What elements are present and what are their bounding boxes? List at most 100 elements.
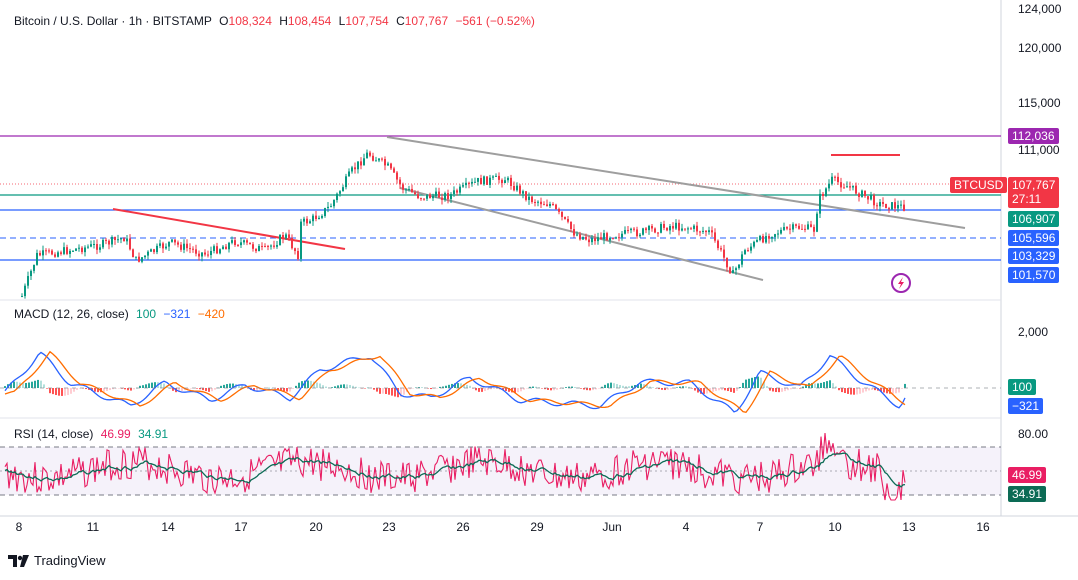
macd-histogram-bar (781, 388, 783, 392)
macd-histogram-bar (187, 388, 189, 390)
candle-body (126, 238, 128, 242)
macd-histogram-bar (43, 384, 45, 388)
candle-body (882, 202, 884, 204)
macd-histogram-bar (97, 388, 99, 393)
candle-body (723, 249, 725, 258)
macd-histogram-bar (385, 388, 387, 395)
candle-body (438, 191, 440, 198)
macd-legend[interactable]: MACD (12, 26, close) 100 −321 −420 (14, 307, 225, 321)
macd-histogram-bar (160, 382, 162, 388)
candle-body (390, 163, 392, 169)
macd-histogram-bar (394, 388, 396, 397)
candle-body (33, 264, 35, 271)
candle-body (855, 185, 857, 194)
macd-histogram-bar (391, 388, 393, 396)
macd-histogram-bar (310, 380, 312, 388)
candle-body (867, 196, 869, 200)
candle-body (840, 182, 842, 188)
candle-body (408, 188, 410, 190)
candle-body (711, 230, 713, 233)
macd-histogram-bar (895, 388, 897, 394)
macd-histogram-bar (634, 385, 636, 388)
time-axis-label: 16 (976, 520, 990, 534)
price-tag-105596: 105,596 (1008, 230, 1060, 246)
candle-body (288, 234, 290, 238)
candle-body (672, 226, 674, 229)
candle-body (801, 228, 803, 230)
candle-body (198, 253, 200, 257)
candle-body (792, 224, 794, 230)
rsi-line (4, 433, 906, 501)
rsi-ma-line (4, 452, 906, 488)
macd-histogram-bar (481, 388, 483, 392)
macd-histogram-bar (493, 388, 495, 389)
macd-signal-line (4, 350, 906, 414)
candle-body (810, 224, 812, 227)
macd-histogram-bar (553, 388, 555, 391)
candle-body (222, 246, 224, 250)
candle-body (726, 257, 728, 268)
candle-body (471, 181, 473, 184)
candle-body (765, 236, 767, 243)
candle-body (180, 244, 182, 250)
macd-histogram-bar (379, 388, 381, 394)
candle-body (432, 196, 434, 199)
macd-histogram-bar (571, 386, 573, 388)
candle-body (795, 224, 797, 226)
macd-histogram-bar (814, 383, 816, 388)
candle-body (678, 222, 680, 231)
macd-histogram-bar (256, 388, 258, 391)
candle-body (639, 234, 641, 237)
candle-body (477, 177, 479, 182)
candle-body (318, 217, 320, 220)
macd-histogram-bar (376, 388, 378, 392)
macd-histogram-bar (802, 386, 804, 388)
macd-histogram-bar (463, 383, 465, 388)
macd-histogram-bar (325, 386, 327, 388)
macd-histogram-bar (484, 388, 486, 392)
macd-histogram-bar (223, 384, 225, 388)
tradingview-brand[interactable]: TradingView (8, 553, 106, 568)
macd-histogram-bar (148, 383, 150, 388)
candle-body (717, 240, 719, 249)
macd-histogram-bar (34, 380, 36, 388)
candle-body (816, 213, 818, 232)
candle-body (309, 221, 311, 224)
macd-histogram-bar (94, 388, 96, 392)
macd-histogram-bar (706, 388, 708, 394)
symbol-title[interactable]: Bitcoin / U.S. Dollar · 1h · BITSTAMP (14, 14, 212, 28)
macd-line-tag: −321 (1008, 398, 1044, 414)
candle-body (576, 234, 578, 236)
lightning-logo-icon[interactable] (891, 273, 911, 293)
candle-body (234, 240, 236, 245)
macd-histogram-bar (529, 386, 531, 388)
candle-body (381, 158, 383, 160)
candle-body (486, 176, 488, 185)
candle-body (30, 270, 32, 277)
candle-body (561, 211, 563, 217)
candle-body (54, 254, 56, 257)
macd-histogram-bar (208, 388, 210, 392)
macd-histogram-bar (277, 388, 279, 390)
macd-histogram-bar (352, 385, 354, 388)
candle-body (300, 221, 302, 259)
candle-body (138, 256, 140, 262)
rsi-legend[interactable]: RSI (14, close) 46.99 34.91 (14, 427, 168, 441)
candle-body (834, 176, 836, 178)
candle-body (240, 242, 242, 246)
candle-body (264, 245, 266, 247)
candle-body (615, 237, 617, 239)
macd-histogram-bar (589, 388, 591, 391)
macd-histogram-bar (865, 388, 867, 392)
candle-body (90, 244, 92, 247)
candle-body (720, 248, 722, 250)
macd-histogram-bar (22, 383, 24, 388)
macd-histogram-bar (454, 383, 456, 388)
candle-body (897, 205, 899, 209)
macd-histogram-bar (58, 388, 60, 396)
macd-histogram-bar (598, 388, 600, 389)
macd-series (4, 350, 906, 414)
macd-histogram-bar (412, 388, 414, 389)
candle-body (285, 234, 287, 239)
